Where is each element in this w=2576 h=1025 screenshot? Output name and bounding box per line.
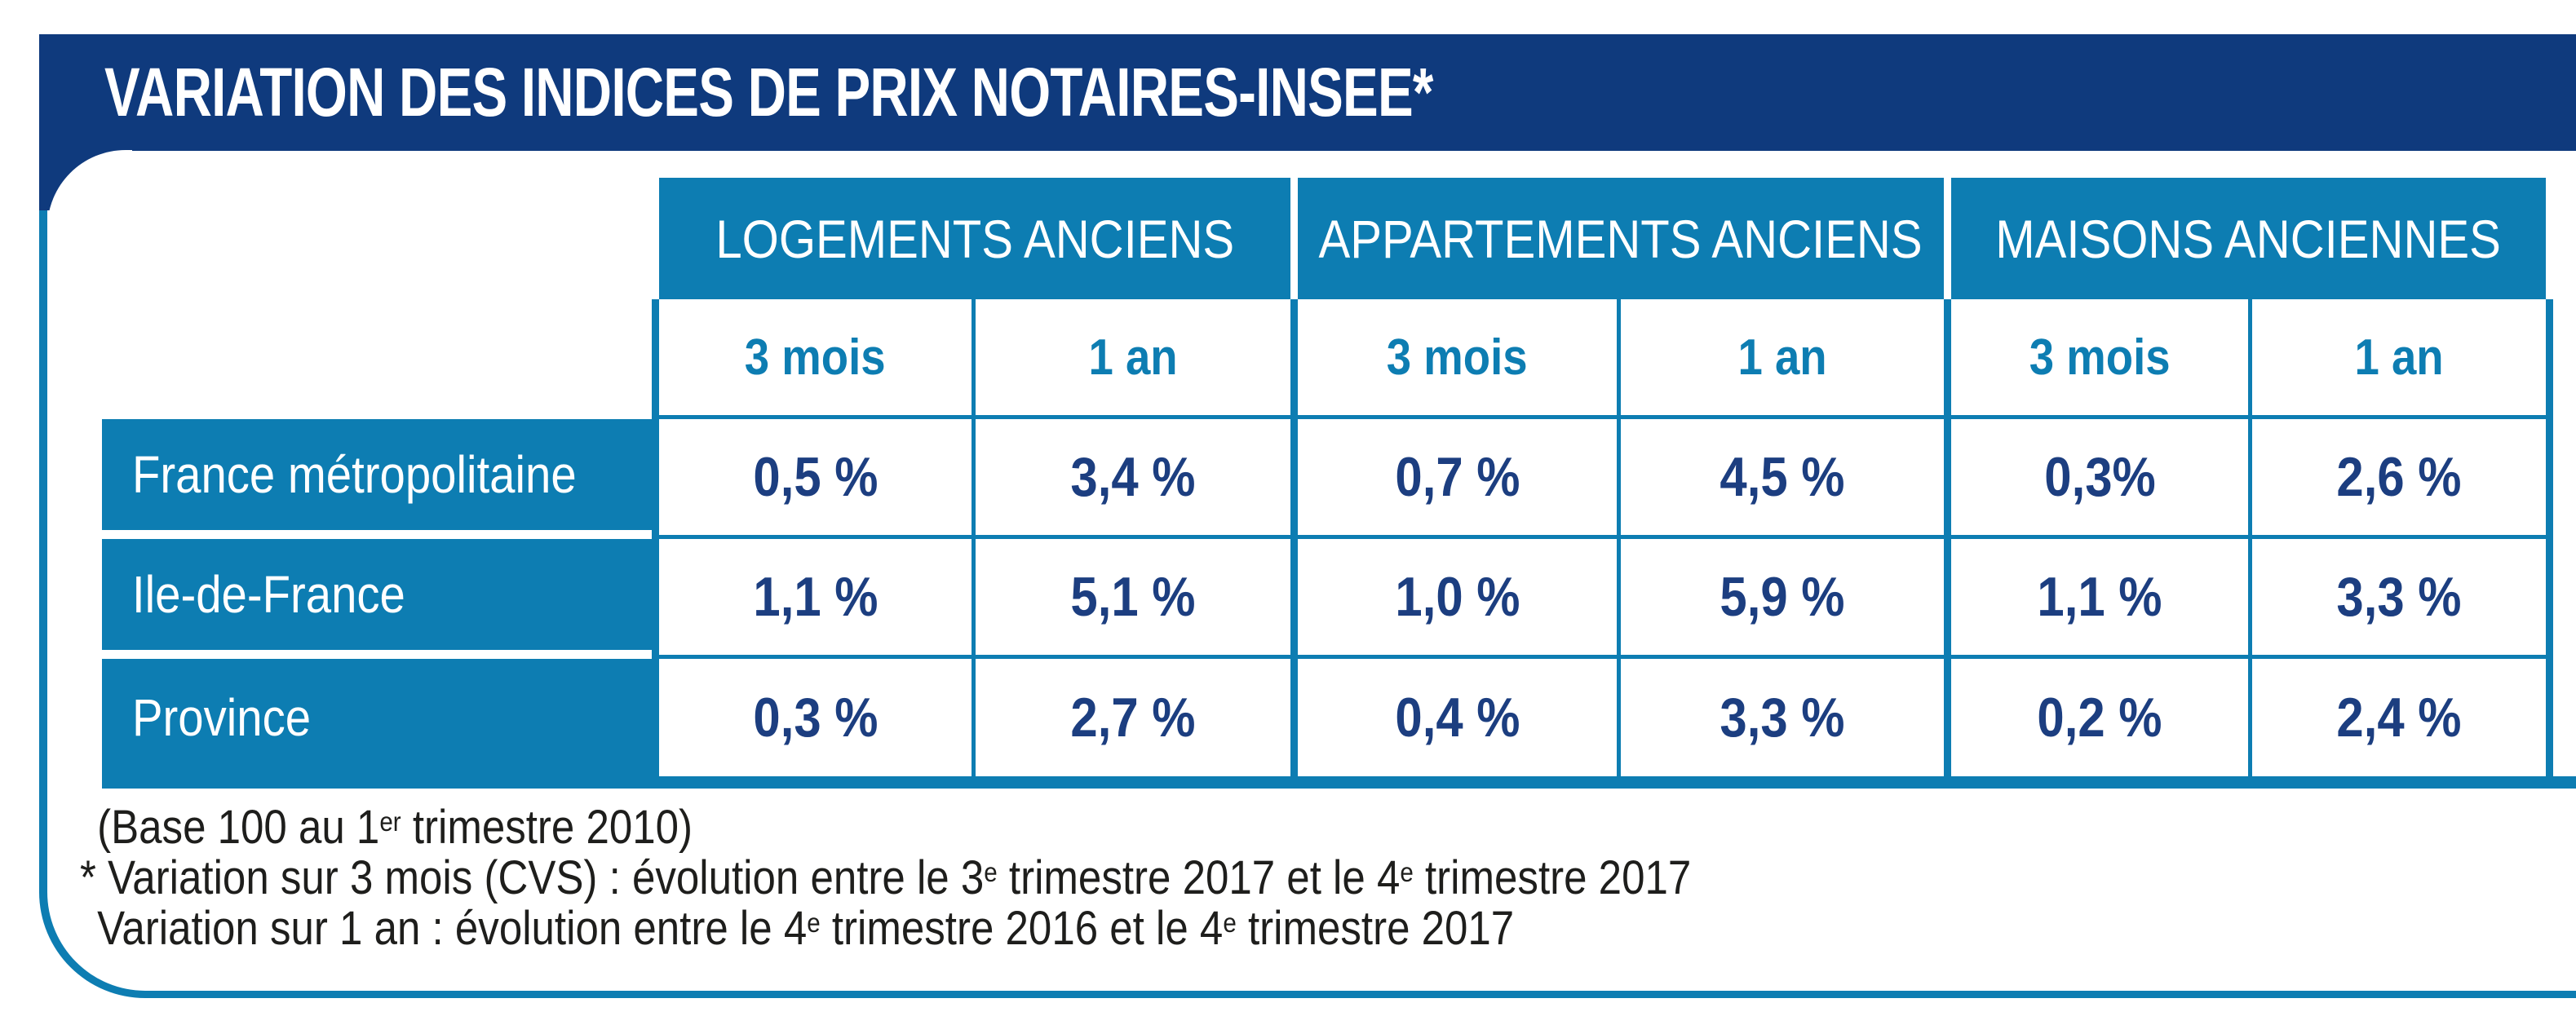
value-cell: 1,0 % bbox=[1298, 539, 1617, 655]
value-text: 0,5 % bbox=[752, 446, 879, 508]
page-title: VARIATION DES INDICES DE PRIX NOTAIRES-I… bbox=[104, 54, 1433, 130]
row-label-ile-de-france: Ile-de-France bbox=[102, 539, 652, 650]
value-cell: 5,1 % bbox=[976, 539, 1290, 655]
footnote-text: trimestre 2010) bbox=[401, 801, 693, 854]
value-cell: 0,5 % bbox=[659, 419, 972, 535]
value-cell: 0,3 % bbox=[659, 659, 972, 776]
footnote-text: trimestre 2017 bbox=[1413, 851, 1692, 904]
title-bar: VARIATION DES INDICES DE PRIX NOTAIRES-I… bbox=[39, 34, 2576, 151]
subcolumn-label: 1 an bbox=[1737, 329, 1827, 386]
subcolumn-label: 1 an bbox=[1088, 329, 1178, 386]
footnote-text: Variation sur 1 an : évolution entre le … bbox=[97, 902, 808, 955]
title-wrap: VARIATION DES INDICES DE PRIX NOTAIRES-I… bbox=[104, 34, 1808, 151]
value-text: 1,1 % bbox=[752, 566, 879, 628]
footnote-text: * Variation sur 3 mois (CVS) : évolution… bbox=[80, 851, 985, 904]
column-group-label: MAISONS ANCIENNES bbox=[1995, 208, 2502, 269]
value-text: 0,4 % bbox=[1394, 687, 1520, 749]
footnote-text: trimestre 2016 et le 4 bbox=[820, 902, 1224, 955]
column-group-label: LOGEMENTS ANCIENS bbox=[715, 208, 1234, 269]
value-text: 0,2 % bbox=[2037, 687, 2162, 749]
value-text: 3,3 % bbox=[2336, 566, 2462, 628]
row-label-text: Province bbox=[131, 688, 312, 747]
footnote-sup: e bbox=[807, 908, 821, 939]
value-cell: 3,3 % bbox=[2252, 539, 2546, 655]
footnote-sup: e bbox=[984, 857, 998, 888]
value-cell: 4,5 % bbox=[1621, 419, 1944, 535]
value-cell: 1,1 % bbox=[659, 539, 972, 655]
grid-line bbox=[652, 415, 2553, 419]
row-label-province: Province bbox=[102, 659, 652, 776]
value-cell: 2,6 % bbox=[2252, 419, 2546, 535]
value-text: 2,4 % bbox=[2336, 687, 2462, 749]
value-text: 0,3% bbox=[2043, 446, 2156, 508]
footnote-base: (Base 100 au 1er trimestre 2010) bbox=[80, 802, 1911, 853]
value-cell: 0,3% bbox=[1951, 419, 2248, 535]
subcolumn-label: 3 mois bbox=[1387, 329, 1528, 386]
value-text: 5,9 % bbox=[1720, 566, 1845, 628]
value-cell: 1,1 % bbox=[1951, 539, 2248, 655]
footnote-1an: Variation sur 1 an : évolution entre le … bbox=[80, 904, 1911, 954]
column-group-appartements: APPARTEMENTS ANCIENS bbox=[1298, 178, 1944, 299]
value-cell: 3,3 % bbox=[1621, 659, 1944, 776]
table-bottom-accent-bar bbox=[102, 776, 2576, 789]
footnote-3mois: * Variation sur 3 mois (CVS) : évolution… bbox=[80, 853, 1911, 904]
subcolumn-label: 1 an bbox=[2354, 329, 2444, 386]
subcolumn-label: 3 mois bbox=[2029, 329, 2171, 386]
subcolumn-header: 3 mois bbox=[1298, 299, 1617, 415]
row-label-text: Ile-de-France bbox=[131, 565, 405, 624]
footnote-text: trimestre 2017 bbox=[1236, 902, 1515, 955]
column-group-label: APPARTEMENTS ANCIENS bbox=[1318, 208, 1923, 269]
value-cell: 3,4 % bbox=[976, 419, 1290, 535]
value-text: 2,7 % bbox=[1070, 687, 1196, 749]
subcolumn-header: 3 mois bbox=[659, 299, 972, 415]
footnote-text: (Base 100 au 1 bbox=[97, 801, 380, 854]
column-group-maisons: MAISONS ANCIENNES bbox=[1951, 178, 2546, 299]
value-text: 3,3 % bbox=[1720, 687, 1845, 749]
footnote-sup: e bbox=[1223, 908, 1237, 939]
grid-line bbox=[652, 535, 2553, 539]
value-text: 3,4 % bbox=[1070, 446, 1196, 508]
footnote-text: trimestre 2017 et le 4 bbox=[997, 851, 1401, 904]
value-text: 5,1 % bbox=[1070, 566, 1196, 628]
value-text: 1,1 % bbox=[2037, 566, 2162, 628]
value-text: 1,0 % bbox=[1394, 566, 1520, 628]
value-cell: 0,2 % bbox=[1951, 659, 2248, 776]
value-cell: 0,7 % bbox=[1298, 419, 1617, 535]
footnote-sup: er bbox=[379, 806, 401, 837]
footnotes: (Base 100 au 1er trimestre 2010) * Varia… bbox=[80, 802, 1911, 954]
value-cell: 2,7 % bbox=[976, 659, 1290, 776]
subcolumn-header: 1 an bbox=[2252, 299, 2546, 415]
subcolumn-label: 3 mois bbox=[745, 329, 886, 386]
column-group-logements: LOGEMENTS ANCIENS bbox=[659, 178, 1290, 299]
value-cell: 0,4 % bbox=[1298, 659, 1617, 776]
value-text: 2,6 % bbox=[2336, 446, 2462, 508]
subcolumn-header: 1 an bbox=[1621, 299, 1944, 415]
value-text: 0,7 % bbox=[1394, 446, 1520, 508]
subcolumn-header: 3 mois bbox=[1951, 299, 2248, 415]
footnote-sup: e bbox=[1400, 857, 1414, 888]
value-text: 0,3 % bbox=[752, 687, 879, 749]
row-label-text: France métropolitaine bbox=[131, 445, 577, 504]
subcolumn-header: 1 an bbox=[976, 299, 1290, 415]
value-text: 4,5 % bbox=[1720, 446, 1845, 508]
value-cell: 2,4 % bbox=[2252, 659, 2546, 776]
row-label-france-metropolitaine: France métropolitaine bbox=[102, 419, 652, 530]
value-cell: 5,9 % bbox=[1621, 539, 1944, 655]
grid-line bbox=[652, 655, 2553, 659]
